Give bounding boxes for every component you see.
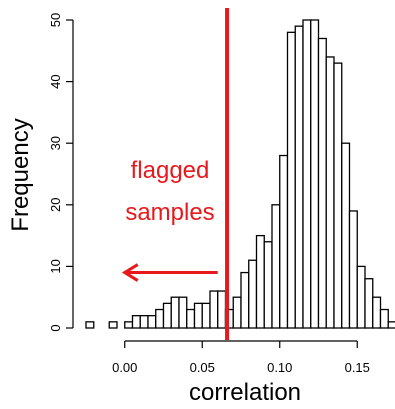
histogram-bar — [310, 19, 320, 329]
histogram-bar — [255, 234, 265, 329]
histogram-bars — [85, 19, 395, 329]
histogram-bar — [387, 321, 395, 329]
flagged-samples-label-line2: samples — [125, 199, 214, 226]
histogram-bar — [217, 290, 227, 329]
x-tick-label: 0.10 — [267, 360, 292, 375]
x-axis: 0.00 0.05 0.10 0.15 — [112, 340, 370, 375]
histogram-bar — [85, 321, 95, 329]
histogram-bar — [325, 56, 335, 329]
y-ticks: 0 10 20 30 40 50 — [48, 13, 73, 332]
histogram-bar — [348, 210, 358, 329]
histogram-bar — [147, 315, 157, 329]
y-tick-label: 10 — [48, 259, 63, 273]
y-axis-title: Frequency — [7, 118, 34, 231]
y-tick-label: 20 — [48, 198, 63, 212]
flagged-arrow — [121, 263, 218, 282]
histogram-bar — [240, 271, 250, 329]
histogram-bar — [162, 302, 172, 329]
histogram-bar — [333, 62, 343, 329]
histogram-bar — [209, 290, 219, 329]
histogram-bar — [108, 321, 118, 329]
histogram-bar — [193, 302, 203, 329]
y-tick-label: 0 — [48, 324, 63, 331]
histogram-bar — [379, 308, 389, 329]
x-tick-label: 0.05 — [190, 360, 215, 375]
x-tick-label: 0.00 — [112, 360, 137, 375]
x-tick-label: 0.15 — [345, 360, 370, 375]
histogram-bar — [271, 204, 281, 329]
histogram-bar — [279, 154, 289, 329]
histogram-bar — [294, 25, 304, 329]
histogram-bar — [170, 296, 180, 329]
histogram-bar — [124, 321, 134, 329]
histogram-bar — [341, 142, 351, 329]
y-tick-label: 30 — [48, 136, 63, 150]
histogram-bar — [201, 302, 211, 329]
y-axis: 0 10 20 30 40 50 — [48, 13, 74, 332]
flagged-arrow-head — [121, 263, 139, 282]
histogram-bar — [263, 241, 273, 329]
histogram-bar — [248, 259, 258, 329]
histogram-bar — [356, 265, 366, 329]
histogram-bar — [232, 296, 242, 329]
histogram-bar — [155, 308, 165, 329]
histogram-bar — [372, 296, 382, 329]
histogram-bar — [302, 19, 312, 329]
histogram-bar — [131, 315, 141, 329]
x-axis-title: correlation — [189, 379, 301, 406]
histogram-bar — [186, 308, 196, 329]
x-ticks: 0.00 0.05 0.10 0.15 — [112, 341, 370, 375]
y-tick-label: 50 — [48, 13, 63, 27]
flagged-samples-label-line1: flagged — [131, 157, 210, 184]
y-tick-label: 40 — [48, 74, 63, 88]
histogram-bar — [317, 37, 327, 329]
histogram-bar — [286, 31, 296, 329]
histogram-bar — [178, 296, 188, 329]
histogram-bar — [364, 278, 374, 329]
histogram-bar — [139, 315, 149, 329]
